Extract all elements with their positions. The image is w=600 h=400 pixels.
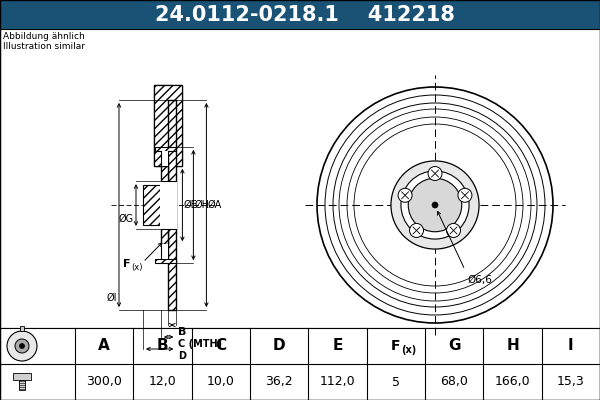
Bar [161, 244, 168, 259]
Circle shape [317, 87, 553, 323]
Bar [161, 151, 168, 166]
Text: B: B [157, 338, 169, 354]
Text: 68,0: 68,0 [440, 376, 468, 388]
Text: Illustration similar: Illustration similar [3, 42, 85, 51]
Text: 10,0: 10,0 [207, 376, 235, 388]
Text: F: F [123, 259, 131, 269]
Text: 5: 5 [392, 376, 400, 388]
Circle shape [408, 178, 462, 232]
Bar [155, 259, 176, 263]
Circle shape [446, 224, 460, 238]
Text: ØH: ØH [194, 200, 209, 210]
Text: ØG: ØG [119, 214, 134, 224]
Text: 24.0112-0218.1    412218: 24.0112-0218.1 412218 [155, 5, 455, 25]
Circle shape [428, 166, 442, 180]
Text: E: E [332, 338, 343, 354]
Text: 166,0: 166,0 [494, 376, 530, 388]
Bar [0, 328, 600, 400]
Text: 300,0: 300,0 [86, 376, 122, 388]
Text: 15,3: 15,3 [557, 376, 585, 388]
Text: C (MTH): C (MTH) [178, 339, 223, 349]
Text: I: I [568, 338, 574, 354]
Bar [19, 380, 25, 390]
Bar [13, 373, 31, 380]
Text: ØE: ØE [184, 200, 197, 210]
Bar [168, 100, 176, 310]
Bar [154, 85, 182, 166]
Text: F: F [391, 339, 401, 353]
Text: Ø6,6: Ø6,6 [467, 275, 492, 285]
Text: D: D [273, 338, 286, 354]
Text: 36,2: 36,2 [265, 376, 293, 388]
Text: ØI: ØI [107, 293, 117, 303]
Text: B: B [178, 327, 187, 337]
Bar [0, 29, 600, 328]
Circle shape [401, 171, 469, 239]
Text: (x): (x) [131, 263, 143, 272]
Text: D: D [178, 351, 187, 361]
Circle shape [19, 344, 25, 348]
Text: H: H [506, 338, 519, 354]
Text: A: A [98, 338, 110, 354]
Bar [155, 147, 176, 151]
Text: Abbildung ähnlich: Abbildung ähnlich [3, 32, 85, 41]
Bar [0, 0, 600, 29]
Circle shape [7, 331, 37, 361]
Text: C: C [215, 338, 226, 354]
Text: ØA: ØA [208, 200, 221, 210]
Circle shape [410, 224, 424, 238]
Text: 12,0: 12,0 [149, 376, 176, 388]
Text: G: G [448, 338, 460, 354]
Circle shape [15, 339, 29, 353]
Bar [20, 326, 24, 331]
Text: 112,0: 112,0 [320, 376, 355, 388]
Circle shape [458, 188, 472, 202]
Bar [154, 85, 182, 166]
Bar [160, 181, 178, 229]
Bar [143, 185, 161, 225]
Circle shape [398, 188, 412, 202]
Text: (x): (x) [401, 345, 416, 355]
Bar [161, 166, 168, 244]
Circle shape [432, 202, 438, 208]
Circle shape [391, 161, 479, 249]
